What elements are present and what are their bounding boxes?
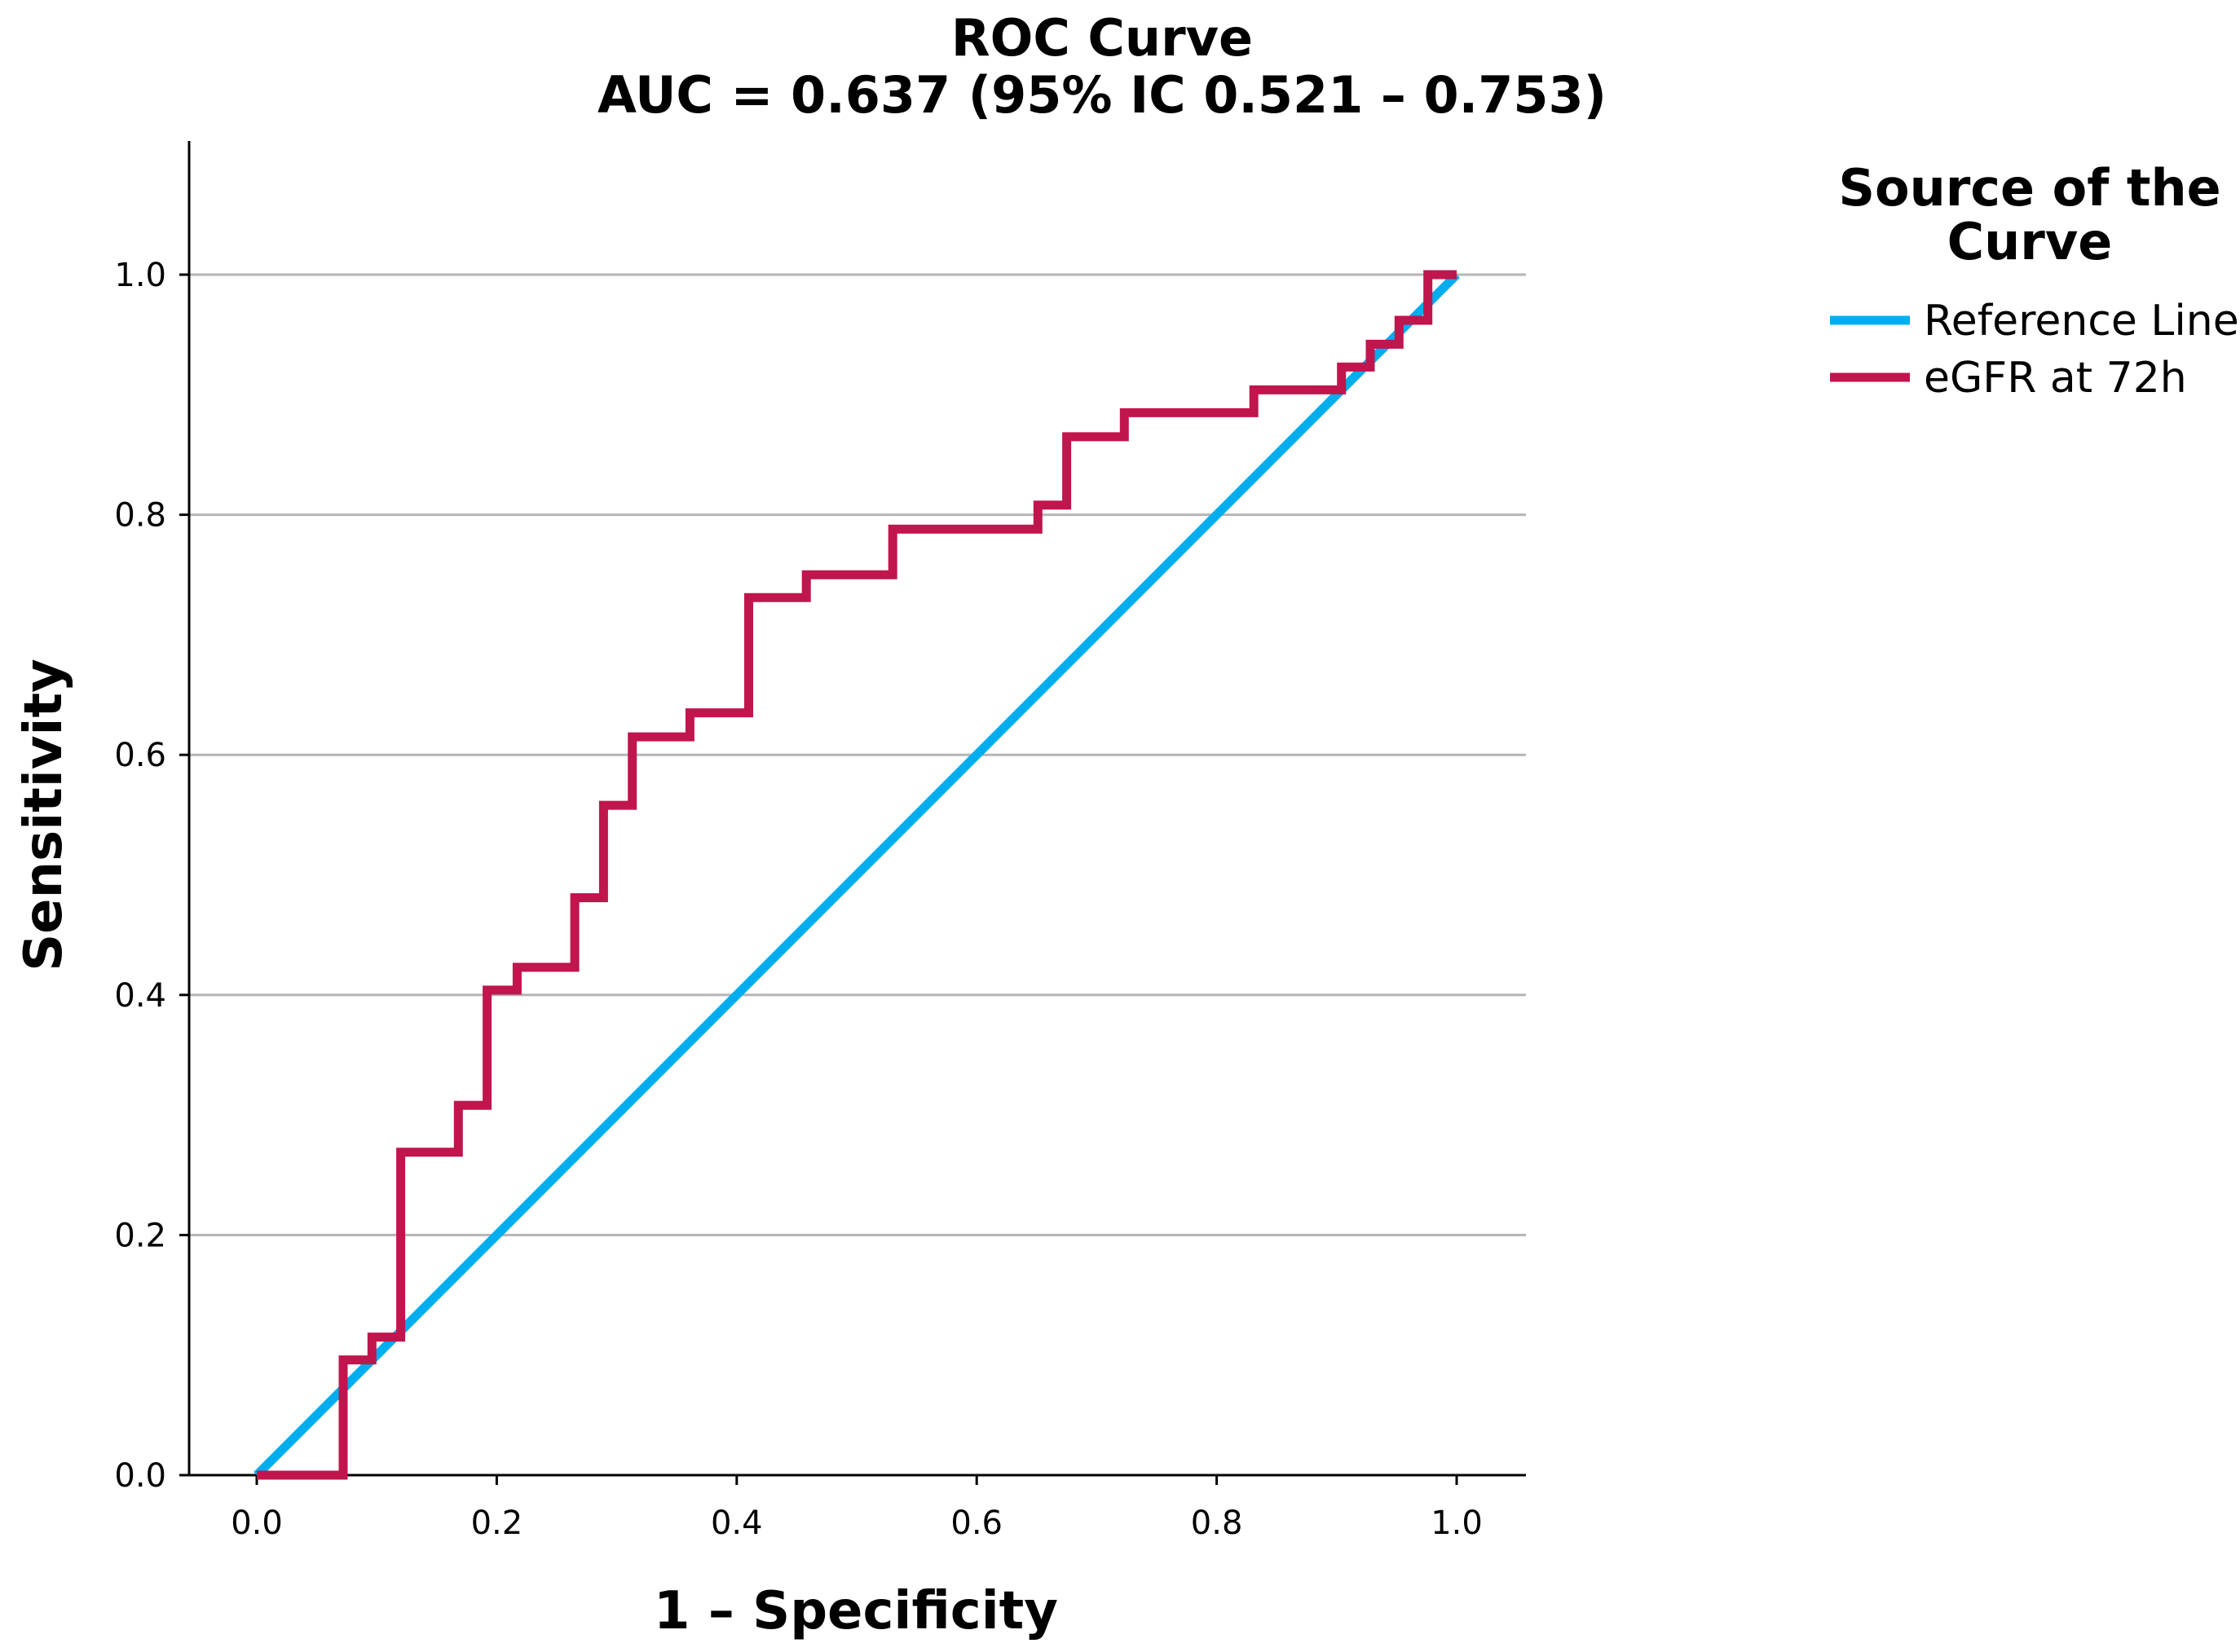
legend-label-reference-line: Reference Line: [1924, 297, 2239, 346]
legend: Source of the Curve Reference Line eGFR a…: [1830, 158, 2239, 403]
x-tick-label-5: 1.0: [1431, 1504, 1483, 1542]
x-axis-title: 1 – Specificity: [654, 1581, 1058, 1641]
x-tick-label-4: 0.8: [1191, 1504, 1243, 1542]
chart-title: ROC Curve: [951, 8, 1253, 68]
series-line-reference-line: [254, 271, 1460, 1478]
gridlines: [189, 273, 1526, 1236]
legend-items: Reference Line eGFR at 72h: [1830, 297, 2239, 403]
y-tick-label-1: 0.2: [114, 1217, 166, 1254]
series-lines: [254, 270, 1460, 1480]
y-tick-label-5: 1.0: [114, 257, 166, 294]
y-tick-label-4: 0.8: [114, 497, 166, 535]
legend-label-egfr-at-72h: eGFR at 72h: [1924, 354, 2187, 403]
axes: [179, 141, 1526, 1485]
y-tick-label-0: 0.0: [114, 1457, 166, 1495]
y-tick-label-2: 0.4: [114, 977, 166, 1015]
y-tick-label-3: 0.6: [114, 737, 166, 774]
y-axis-title: Sensitivity: [14, 659, 74, 971]
legend-title-line1: Source of the: [1838, 158, 2220, 218]
x-tick-label-2: 0.4: [711, 1504, 763, 1542]
tick-labels: 0.0 0.2 0.4 0.6 0.8 1.0 0.0 0.2 0.4 0.6 0.8 1.0: [114, 257, 1482, 1542]
series-line-egfr-at-72h: [257, 270, 1457, 1480]
x-tick-label-3: 0.6: [950, 1504, 1003, 1542]
x-tick-label-0: 0.0: [231, 1504, 283, 1542]
legend-title-line2: Curve: [1947, 212, 2113, 271]
chart-subtitle: AUC = 0.637 (95% IC 0.521 – 0.753): [597, 65, 1607, 125]
x-tick-label-1: 0.2: [471, 1504, 523, 1542]
